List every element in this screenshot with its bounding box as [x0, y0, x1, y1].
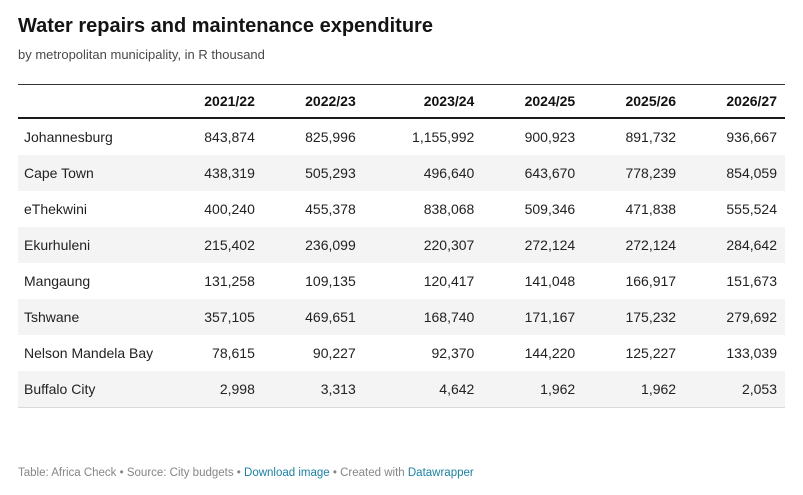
value-cell: 843,874 [204, 129, 255, 145]
table-row: Mangaung 131,258 109,135 120,417 141,048 166,… [18, 263, 785, 299]
expenditure-table: 2021/22 2022/23 2023/24 2024/25 2025/26 2026/… [18, 84, 785, 408]
value-cell: 455,378 [305, 201, 356, 217]
value-cell: 778,239 [625, 165, 677, 181]
value-cell: 1,962 [641, 381, 677, 397]
value-cell: 109,135 [305, 273, 356, 289]
value-cell: 236,099 [305, 237, 356, 253]
table-row: Cape Town 438,319 505,293 496,640 643,670 778… [18, 155, 785, 191]
value-cell: 166,917 [625, 273, 677, 289]
value-cell: 555,524 [726, 201, 777, 217]
value-cell: 272,124 [524, 237, 576, 253]
row-label: Buffalo City [24, 381, 96, 397]
value-cell: 90,227 [312, 345, 356, 361]
table-row: Tshwane 357,105 469,651 168,740 171,167 175,2… [18, 299, 785, 335]
column-header: 2026/27 [684, 84, 785, 119]
table-row: Buffalo City 2,998 3,313 4,642 1,962 1,962 2,0… [18, 371, 785, 408]
value-cell: 1,155,992 [412, 129, 475, 145]
value-cell: 131,258 [204, 273, 255, 289]
footer-attribution: Table: Africa Check • Source: City budge… [18, 467, 245, 479]
value-cell: 891,732 [625, 129, 677, 145]
row-label: Johannesburg [24, 129, 113, 145]
table-row: Johannesburg 843,874 825,996 1,155,992 900,9… [18, 118, 785, 155]
table-body: Johannesburg 843,874 825,996 1,155,992 900,9… [18, 118, 785, 408]
column-header: 2021/22 [162, 84, 263, 119]
row-label: Tshwane [24, 309, 80, 325]
page-subtitle: by metropolitan municipality, in R thous… [18, 47, 265, 62]
column-header: 2025/26 [583, 84, 685, 119]
table-row: Nelson Mandela Bay 78,615 90,227 92,370 144,… [18, 335, 785, 371]
footer-created-with: • Created with [329, 467, 408, 479]
row-label: eThekwini [24, 201, 88, 217]
value-cell: 78,615 [212, 345, 255, 361]
value-cell: 3,313 [320, 381, 356, 397]
row-label: Ekurhuleni [24, 237, 91, 253]
download-image-link[interactable]: Download image [244, 467, 330, 479]
value-cell: 220,307 [423, 237, 475, 253]
value-cell: 469,651 [305, 309, 356, 325]
table-header: 2021/22 2022/23 2023/24 2024/25 2025/26 2026/… [18, 84, 785, 119]
value-cell: 400,240 [204, 201, 255, 217]
header-row: 2021/22 2022/23 2023/24 2024/25 2025/26 2026/… [18, 84, 785, 119]
row-label: Cape Town [24, 165, 94, 181]
value-cell: 900,923 [524, 129, 576, 145]
value-cell: 125,227 [625, 345, 677, 361]
value-cell: 272,124 [625, 237, 677, 253]
value-cell: 509,346 [524, 201, 576, 217]
value-cell: 120,417 [423, 273, 475, 289]
value-cell: 2,998 [219, 381, 255, 397]
row-label: Nelson Mandela Bay [24, 345, 154, 361]
column-header: 2022/23 [262, 84, 364, 119]
value-cell: 496,640 [423, 165, 475, 181]
value-cell: 1,962 [540, 381, 576, 397]
value-cell: 357,105 [204, 309, 255, 325]
value-cell: 936,667 [726, 129, 777, 145]
value-cell: 505,293 [305, 165, 356, 181]
value-cell: 133,039 [726, 345, 777, 361]
value-cell: 144,220 [524, 345, 576, 361]
value-cell: 471,838 [625, 201, 677, 217]
value-cell: 171,167 [524, 309, 576, 325]
table-footer: Table: Africa Check • Source: City budge… [18, 466, 785, 481]
value-cell: 643,670 [524, 165, 576, 181]
column-header: 2024/25 [482, 84, 584, 119]
datawrapper-link[interactable]: Datawrapper [407, 467, 474, 479]
value-cell: 215,402 [204, 237, 255, 253]
value-cell: 4,642 [439, 381, 475, 397]
column-header-blank [18, 84, 162, 119]
row-label: Mangaung [24, 273, 91, 289]
value-cell: 284,642 [726, 237, 777, 253]
value-cell: 141,048 [524, 273, 576, 289]
table-row: Ekurhuleni 215,402 236,099 220,307 272,124 27… [18, 227, 785, 263]
value-cell: 2,053 [741, 381, 777, 397]
page-title: Water repairs and maintenance expenditur… [18, 15, 433, 37]
table-row: eThekwini 400,240 455,378 838,068 509,346 471… [18, 191, 785, 227]
value-cell: 151,673 [726, 273, 777, 289]
value-cell: 175,232 [625, 309, 677, 325]
value-cell: 438,319 [204, 165, 255, 181]
value-cell: 279,692 [726, 309, 777, 325]
value-cell: 168,740 [423, 309, 475, 325]
value-cell: 92,370 [431, 345, 475, 361]
value-cell: 838,068 [423, 201, 475, 217]
value-cell: 825,996 [305, 129, 356, 145]
column-header: 2023/24 [363, 84, 483, 119]
value-cell: 854,059 [726, 165, 777, 181]
